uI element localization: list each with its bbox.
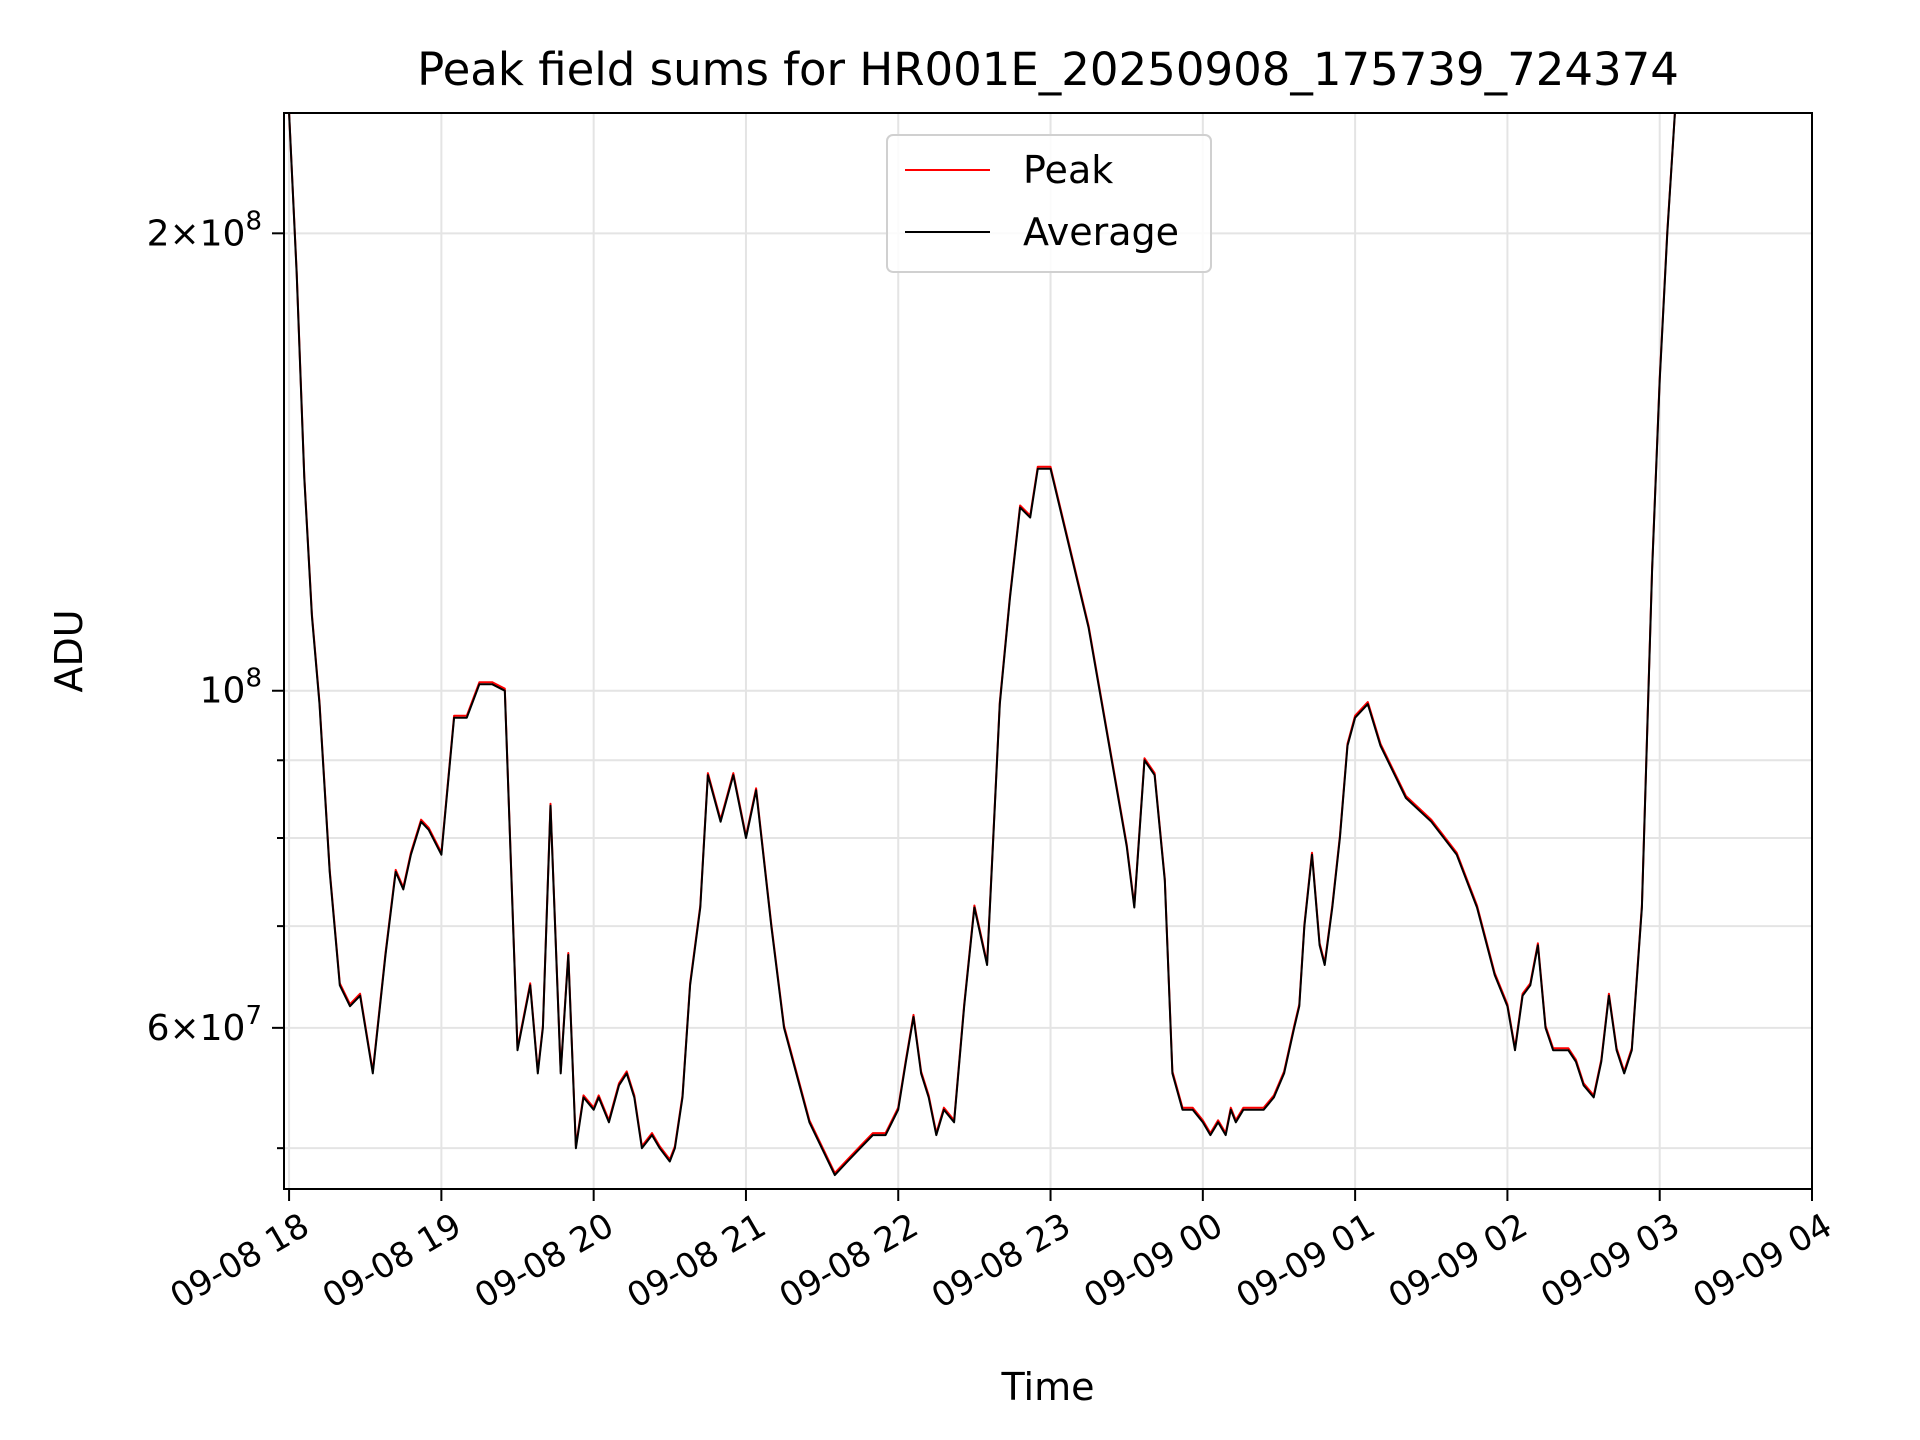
x-axis-label: Time (1001, 1365, 1095, 1409)
chart-title: Peak field sums for HR001E_20250908_1757… (417, 43, 1679, 96)
legend-label-average: Average (1023, 210, 1179, 254)
x-tick-label: 09-09 03 (1534, 1206, 1686, 1317)
legend-label-peak: Peak (1023, 148, 1113, 192)
y-tick-label: 108 (200, 664, 262, 712)
plot-frame (283, 112, 1813, 1190)
x-tick-label: 09-09 00 (1077, 1206, 1229, 1317)
y-tick-label: 6×107 (147, 1001, 262, 1049)
x-tick-label: 09-08 20 (468, 1206, 620, 1317)
x-tick-label: 09-09 04 (1687, 1206, 1839, 1317)
series-lines (284, 112, 1683, 1177)
x-tick-label: 09-08 21 (620, 1206, 772, 1317)
series-line-average (284, 112, 1683, 1177)
axes: 09-08 18 09-08 19 09-08 20 09-08 21 09-08 22… (147, 206, 1839, 1316)
x-tick-label: 09-08 19 (316, 1206, 468, 1317)
y-tick-label: 2×108 (147, 206, 262, 254)
grid (284, 113, 1813, 1189)
x-tick-label: 09-08 18 (164, 1206, 316, 1317)
x-tick-label: 09-08 23 (925, 1206, 1077, 1317)
y-axis-label: ADU (47, 609, 91, 692)
legend: Peak Average (886, 134, 1212, 273)
x-tick-label: 09-08 22 (773, 1206, 925, 1317)
x-tick-label: 09-09 01 (1230, 1206, 1382, 1317)
x-tick-label: 09-09 02 (1382, 1206, 1534, 1317)
